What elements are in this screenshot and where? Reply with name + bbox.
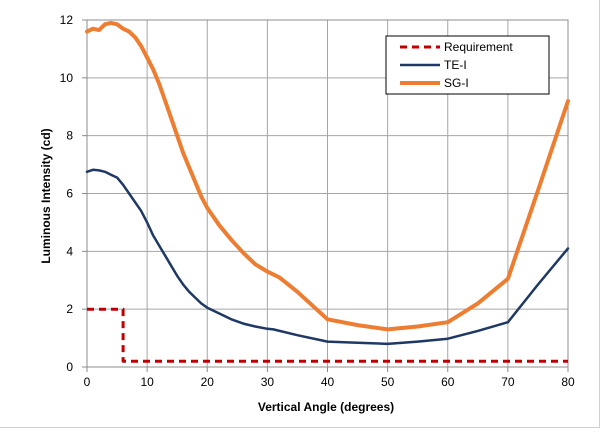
series-line-te-i bbox=[85, 168, 570, 346]
x-tick-label: 10 bbox=[140, 375, 154, 389]
series-line-sg-i bbox=[85, 20, 570, 332]
y-tick-label: 6 bbox=[66, 187, 73, 201]
x-tick-label: 70 bbox=[501, 375, 515, 389]
x-axis-title: Vertical Angle (degrees) bbox=[258, 400, 394, 414]
y-tick-label: 12 bbox=[60, 13, 74, 27]
y-tick-label: 0 bbox=[66, 360, 73, 374]
x-tick-label: 30 bbox=[261, 375, 275, 389]
series-lines bbox=[85, 20, 570, 363]
y-tick-label: 10 bbox=[60, 71, 74, 85]
tick-labels: 0 10 20 30 40 50 60 70 80 0 2 4 6 8 10 12 bbox=[60, 13, 575, 389]
legend-label: Requirement bbox=[444, 40, 513, 54]
axes bbox=[82, 19, 569, 372]
x-tick-label: 0 bbox=[84, 375, 91, 389]
x-tick-label: 80 bbox=[561, 375, 575, 389]
y-tick-label: 8 bbox=[66, 129, 73, 143]
y-tick-label: 2 bbox=[66, 302, 73, 316]
y-tick-label: 4 bbox=[66, 244, 73, 258]
y-axis-title: Luminous Intensity (cd) bbox=[39, 128, 53, 263]
legend-label: TE-I bbox=[444, 58, 467, 72]
x-tick-label: 50 bbox=[381, 375, 395, 389]
x-tick-label: 20 bbox=[201, 375, 215, 389]
x-tick-label: 40 bbox=[321, 375, 335, 389]
legend-label: SG-I bbox=[444, 76, 469, 90]
legend: Requirement TE-I SG-I bbox=[385, 35, 550, 95]
series-line-requirement bbox=[87, 307, 568, 363]
x-tick-label: 60 bbox=[441, 375, 455, 389]
